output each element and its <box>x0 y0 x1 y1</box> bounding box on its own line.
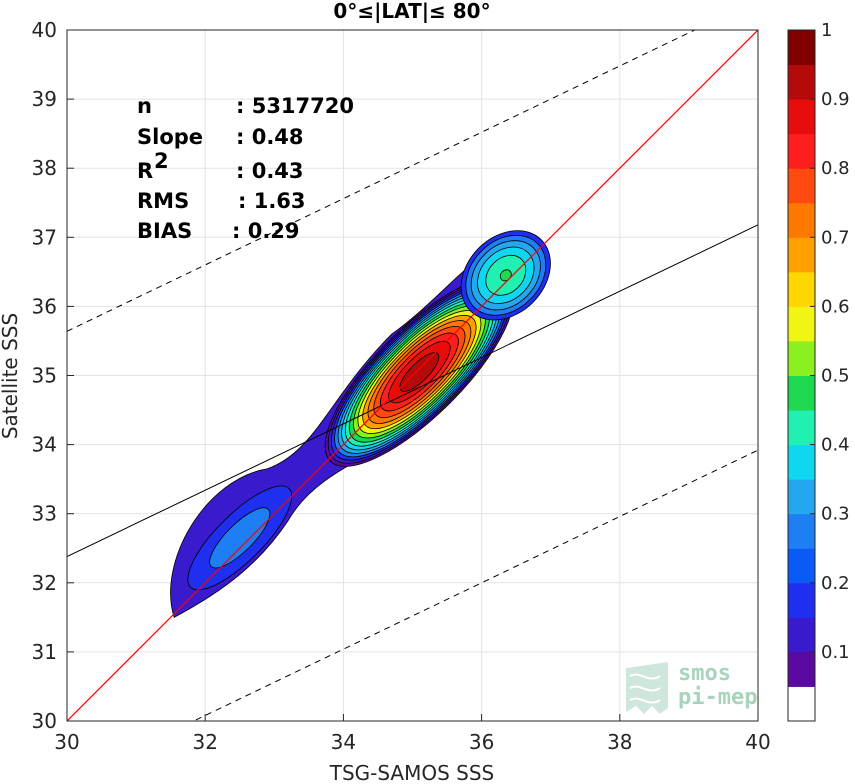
y-tick-label: 31 <box>32 640 57 664</box>
stat-label: RMS <box>137 189 189 213</box>
colorbar-segment <box>788 651 815 687</box>
stat-label-superscript: 2 <box>154 149 169 173</box>
colorbar-segment <box>788 686 815 722</box>
colorbar-tick-label: 0.3 <box>821 504 850 525</box>
y-tick-label: 40 <box>32 18 57 42</box>
density-contours <box>170 230 551 618</box>
y-tick-label: 36 <box>32 294 57 318</box>
colorbar-tick-label: 0.6 <box>821 296 850 317</box>
stat-value: : 0.29 <box>232 219 300 243</box>
colorbar-segment <box>788 133 815 169</box>
y-tick-label: 37 <box>32 225 57 249</box>
colorbar-tick-label: 0.1 <box>821 642 850 663</box>
stat-label: BIAS <box>137 219 192 243</box>
y-tick-label: 32 <box>32 571 57 595</box>
stat-label: n <box>137 94 152 118</box>
stat-value: : 1.63 <box>238 189 306 213</box>
colorbar-segment <box>788 64 815 100</box>
x-axis-ticks: 30 32 34 36 38 40 <box>54 714 771 754</box>
y-tick-label: 39 <box>32 87 57 111</box>
density-contour-level <box>399 352 440 392</box>
colorbar-tick-label: 0.2 <box>821 573 850 594</box>
colorbar-tick-label: 0.5 <box>821 366 850 387</box>
y-tick-label: 33 <box>32 502 57 526</box>
y-tick-label: 30 <box>32 709 57 733</box>
y-tick-label: 35 <box>32 364 57 388</box>
colorbar-segment <box>788 375 815 411</box>
colorbar-segment <box>788 340 815 376</box>
colorbar-segment <box>788 582 815 618</box>
colorbar-segment <box>788 410 815 446</box>
colorbar-tick-label: 1 <box>821 20 832 41</box>
x-axis-label: TSG-SAMOS SSS <box>329 761 495 784</box>
reference-lines <box>67 30 758 721</box>
colorbar-tick-label: 0.7 <box>821 227 850 248</box>
bound-line-dashed <box>67 30 696 332</box>
logo-line1: smos <box>678 661 731 686</box>
colorbar-segment <box>788 237 815 273</box>
stat-label: Slope <box>137 125 203 149</box>
colorbar-segment <box>788 617 815 653</box>
colorbar-segment <box>788 444 815 480</box>
colorbar-segment <box>788 306 815 342</box>
colorbar-segment <box>788 513 815 549</box>
stat-value: : 0.48 <box>236 125 304 149</box>
colorbar-tick-label: 0.8 <box>821 158 850 179</box>
x-tick-label: 40 <box>745 730 770 754</box>
regression-line <box>67 224 758 557</box>
colorbar-segment <box>788 30 815 66</box>
bound-line-dashed <box>192 449 758 721</box>
y-tick-label: 38 <box>32 156 57 180</box>
colorbar-segment <box>788 271 815 307</box>
stat-label: R <box>137 159 153 183</box>
chart-title: 0°≤|LAT|≤ 80° <box>333 0 490 23</box>
colorbar: 0.1 0.2 0.3 0.4 0.5 0.6 0.7 0.8 0.9 1 <box>787 20 850 722</box>
statistics-box: n : 5317720 Slope : 0.48 R 2 : 0.43 RMS : 1.63 BI… <box>137 94 354 243</box>
y-tick-label: 34 <box>32 433 57 457</box>
colorbar-segment <box>788 99 815 135</box>
colorbar-tick-label: 0.9 <box>821 89 850 110</box>
stat-value: : 0.43 <box>236 159 304 183</box>
x-tick-label: 30 <box>54 730 79 754</box>
colorbar-segment <box>788 548 815 584</box>
x-tick-label: 34 <box>331 730 356 754</box>
logo-line2: pi-mep <box>678 685 757 710</box>
x-tick-label: 38 <box>607 730 632 754</box>
colorbar-segment <box>788 479 815 515</box>
logo-wave-icon <box>626 662 668 714</box>
y-axis-label: Satellite SSS <box>0 313 22 439</box>
colorbar-segment <box>788 202 815 238</box>
y-axis-ticks: 30 31 32 33 34 35 36 37 38 39 40 <box>32 18 74 733</box>
smos-pi-mep-logo: smos pi-mep <box>626 661 757 714</box>
x-tick-label: 32 <box>192 730 217 754</box>
density-contour-level <box>209 507 271 569</box>
stat-value: : 5317720 <box>236 94 354 118</box>
colorbar-tick-label: 0.4 <box>821 435 850 456</box>
colorbar-segment <box>788 168 815 204</box>
one-to-one-line <box>67 30 758 721</box>
x-tick-label: 36 <box>469 730 494 754</box>
